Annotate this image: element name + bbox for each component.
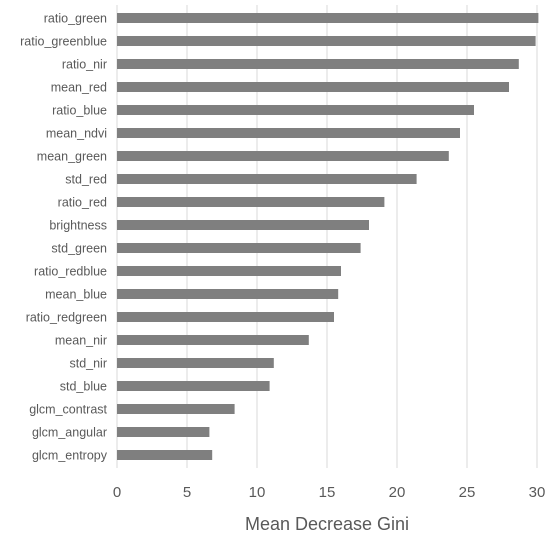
x-tick-label: 25 <box>459 484 476 501</box>
x-tick-label: 10 <box>249 484 266 501</box>
category-label: glcm_contrast <box>29 403 107 417</box>
x-tick-label: 30 <box>529 484 546 501</box>
category-label: glcm_entropy <box>32 449 108 463</box>
category-label: std_green <box>51 242 107 256</box>
bar-mean_blue <box>117 289 339 299</box>
bar-glcm_angular <box>117 427 210 437</box>
bar-std_nir <box>117 358 274 368</box>
category-label: std_red <box>65 173 107 187</box>
bar-ratio_greenblue <box>117 36 536 46</box>
bar-std_green <box>117 243 361 253</box>
bar-mean_green <box>117 151 449 161</box>
bar-ratio_redgreen <box>117 312 334 322</box>
bars <box>117 13 539 460</box>
category-label: glcm_angular <box>32 426 107 440</box>
x-tick-label: 5 <box>183 484 191 501</box>
bar-ratio_redblue <box>117 266 341 276</box>
bar-mean_nir <box>117 335 309 345</box>
x-tick-label: 20 <box>389 484 406 501</box>
bar-mean_red <box>117 82 509 92</box>
category-label: mean_blue <box>45 288 107 302</box>
category-label: ratio_redblue <box>34 265 107 279</box>
category-label: std_nir <box>69 357 107 371</box>
bar-glcm_entropy <box>117 450 213 460</box>
category-label: mean_ndvi <box>46 127 107 141</box>
category-label: ratio_green <box>44 12 107 26</box>
category-label: brightness <box>49 219 107 233</box>
category-label: ratio_nir <box>62 58 107 72</box>
grid-lines <box>116 5 538 468</box>
bar-std_blue <box>117 381 270 391</box>
category-label: mean_red <box>51 81 107 95</box>
bar-ratio_nir <box>117 59 519 69</box>
bar-ratio_blue <box>117 105 474 115</box>
bar-ratio_green <box>117 13 539 23</box>
category-label: mean_nir <box>55 334 107 348</box>
bar-brightness <box>117 220 369 230</box>
x-tick-label: 15 <box>319 484 336 501</box>
category-label: ratio_blue <box>52 104 107 118</box>
bar-glcm_contrast <box>117 404 235 414</box>
category-label: ratio_greenblue <box>20 35 107 49</box>
x-tick-label: 0 <box>113 484 121 501</box>
bar-std_red <box>117 174 417 184</box>
category-labels: ratio_green ratio_greenblue ratio_nir mean_… <box>20 12 108 463</box>
x-tick-labels: 0 5 10 15 20 25 30 <box>113 484 546 501</box>
category-label: std_blue <box>60 380 107 394</box>
category-label: ratio_red <box>58 196 107 210</box>
bar-mean_ndvi <box>117 128 460 138</box>
bar-ratio_red <box>117 197 385 207</box>
category-label: ratio_redgreen <box>26 311 107 325</box>
x-axis-title: Mean Decrease Gini <box>245 514 409 534</box>
category-label: mean_green <box>37 150 107 164</box>
